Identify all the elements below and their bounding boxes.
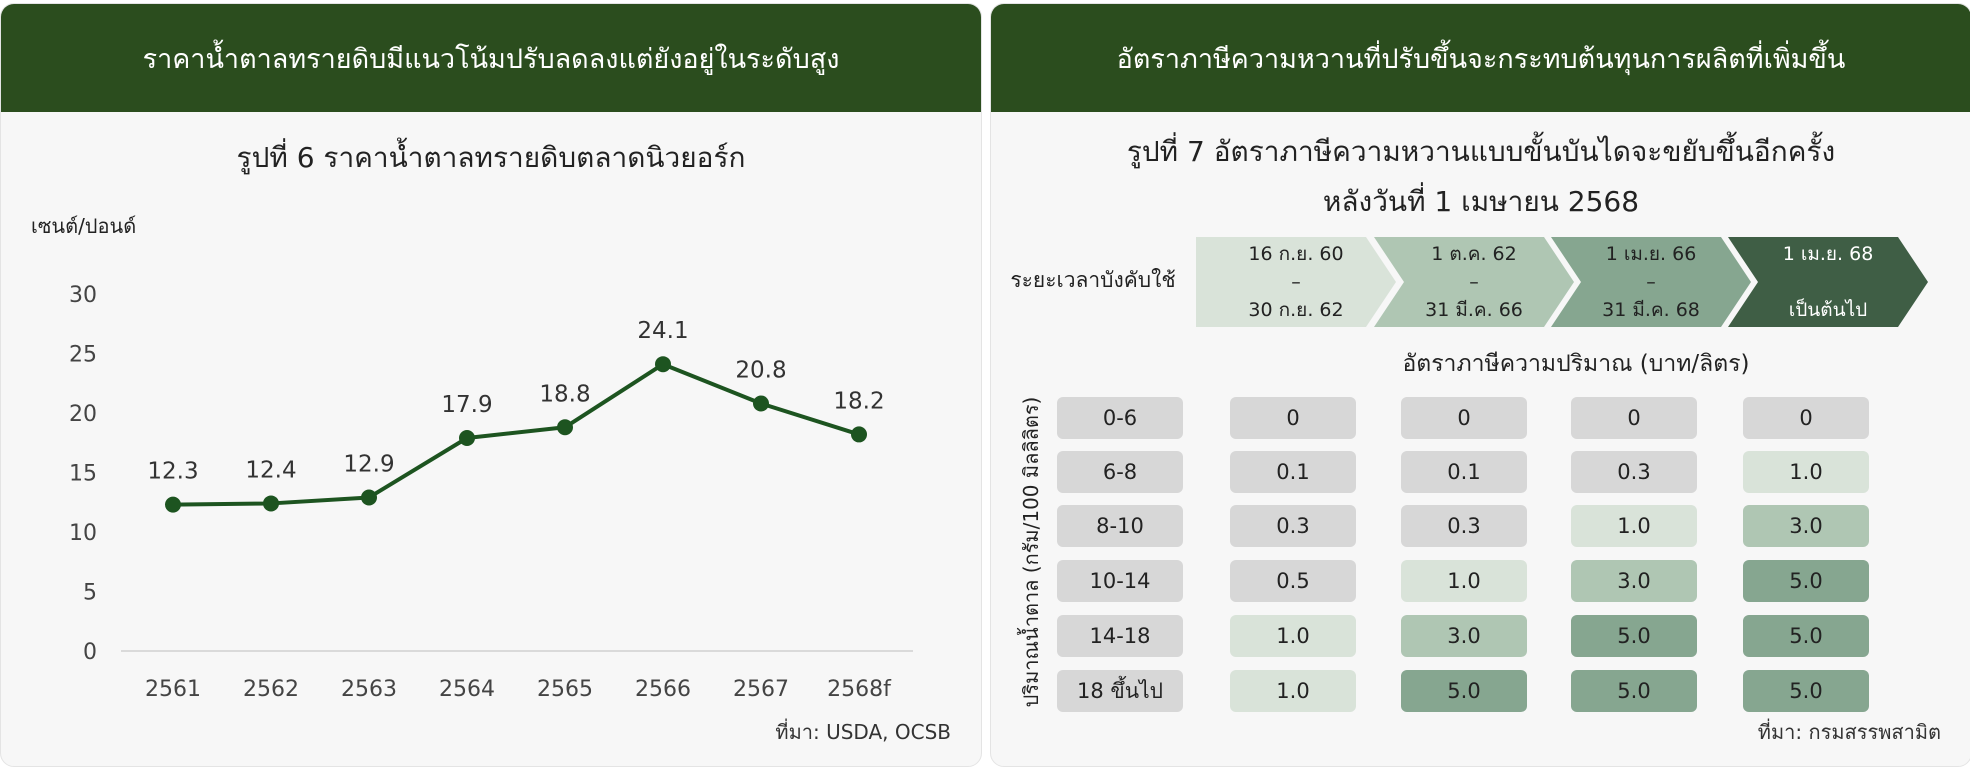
price-line: [172, 362, 860, 507]
period-from: 1 ต.ค. 62: [1431, 243, 1517, 265]
period-from: 16 ก.ย. 60: [1248, 243, 1344, 265]
sugar-range-cell: 10-14: [1057, 560, 1183, 602]
tax-rate-cell: 0.1: [1401, 451, 1527, 493]
left-source: ที่มา: USDA, OCSB: [775, 720, 951, 744]
tax-rate-cell: 1.0: [1571, 505, 1697, 547]
period-from: 1 เม.ย. 68: [1782, 243, 1874, 265]
tax-rate-cell: 5.0: [1743, 560, 1869, 602]
tax-rate-cell: 0: [1743, 397, 1869, 439]
sugar-range-cell: 6-8: [1057, 451, 1183, 493]
tax-rate-cell: 3.0: [1571, 560, 1697, 602]
y-tick-label: 0: [83, 640, 97, 665]
period-step-4: 1 เม.ย. 68 เป็นต้นไป: [1728, 237, 1928, 327]
tax-rate-cell: 3.0: [1743, 505, 1869, 547]
period-step-3: 1 เม.ย. 66 – 31 มี.ค. 68: [1551, 237, 1751, 327]
left-panel: ราคาน้ำตาลทรายดิบมีแนวโน้มปรับลดลงแต่ยัง…: [0, 3, 982, 767]
right-source: ที่มา: กรมสรรพสามิต: [1757, 720, 1941, 744]
x-tick-label: 2561: [145, 677, 201, 702]
data-point: [459, 429, 475, 446]
tax-rate-cell: 5.0: [1743, 670, 1869, 712]
tax-rate-cell: 0: [1401, 397, 1527, 439]
data-point: [557, 419, 573, 436]
row-axis-label: ปริมาณน้ำตาล (กรัม/100 มิลลิลิตร): [1019, 396, 1043, 708]
tax-rate-cell: 1.0: [1230, 670, 1356, 712]
tax-rate-cell: 3.0: [1401, 615, 1527, 657]
figure-7-title-line2: หลังวันที่ 1 เมษายน 2568: [1322, 185, 1640, 218]
period-step-1: 16 ก.ย. 60 – 30 ก.ย. 62: [1196, 237, 1396, 327]
period-dash: –: [1646, 271, 1656, 293]
tax-rate-cell: 5.0: [1743, 615, 1869, 657]
sugar-range-cell: 8-10: [1057, 505, 1183, 547]
tax-rate-cell: 5.0: [1401, 670, 1527, 712]
period-to: 31 มี.ค. 68: [1602, 299, 1700, 321]
x-tick-label: 2565: [537, 677, 593, 702]
tax-rate-cell: 0: [1230, 397, 1356, 439]
sugar-price-line-chart: 0 5 10 15 20 25 30 2561 2562 2563 2564 2565 2566 2567…: [69, 283, 913, 702]
tax-rate-cell: 1.0: [1401, 560, 1527, 602]
data-point: [165, 496, 181, 513]
data-label: 12.4: [245, 457, 296, 483]
y-axis-unit: เซนต์/ปอนด์: [31, 214, 137, 238]
tax-rate-cell: 1.0: [1230, 615, 1356, 657]
y-tick-label: 5: [83, 581, 97, 606]
data-label: 18.8: [539, 381, 590, 407]
y-tick-label: 10: [69, 521, 97, 546]
data-label: 18.2: [833, 388, 884, 414]
tax-rate-cell: 0.1: [1230, 451, 1356, 493]
x-tick-label: 2564: [439, 677, 495, 702]
data-label: 20.8: [735, 357, 786, 383]
right-header: อัตราภาษีความหวานที่ปรับขึ้นจะกระทบต้นทุ…: [991, 4, 1970, 112]
x-tick-label: 2568f: [827, 677, 892, 702]
tax-rate-cell: 5.0: [1571, 670, 1697, 712]
period-to: 30 ก.ย. 62: [1248, 299, 1344, 321]
x-tick-label: 2567: [733, 677, 789, 702]
left-header: ราคาน้ำตาลทรายดิบมีแนวโน้มปรับลดลงแต่ยัง…: [1, 4, 981, 112]
period-dash: –: [1291, 271, 1301, 293]
data-point: [753, 395, 769, 412]
data-label: 24.1: [637, 318, 688, 344]
x-tick-label: 2563: [341, 677, 397, 702]
right-panel: อัตราภาษีความหวานที่ปรับขึ้นจะกระทบต้นทุ…: [990, 3, 1970, 767]
sugar-range-cell: 0-6: [1057, 397, 1183, 439]
y-tick-label: 25: [69, 343, 97, 368]
sugar-range-cell: 14-18: [1057, 615, 1183, 657]
tax-rate-cell: 5.0: [1571, 615, 1697, 657]
data-point: [655, 356, 671, 373]
period-from: 1 เม.ย. 66: [1605, 243, 1697, 265]
period-dash: [1825, 268, 1831, 296]
rate-header: อัตราภาษีความปริมาณ (บาท/ลิตร): [1402, 351, 1750, 377]
figure-6-title: รูปที่ 6 ราคาน้ำตาลทรายดิบตลาดนิวยอร์ก: [236, 141, 746, 174]
data-point: [263, 495, 279, 512]
y-tick-label: 20: [69, 402, 97, 427]
period-label: ระยะเวลาบังคับใช้: [1010, 268, 1176, 292]
tax-rate-cell: 1.0: [1743, 451, 1869, 493]
data-label: 12.9: [343, 451, 394, 477]
tax-rate-cell: 0.3: [1401, 505, 1527, 547]
tax-rate-cell: 0: [1571, 397, 1697, 439]
period-to: 31 มี.ค. 66: [1425, 299, 1523, 321]
data-label: 12.3: [147, 459, 198, 485]
x-tick-label: 2566: [635, 677, 691, 702]
data-label: 17.9: [441, 392, 492, 418]
tax-rate-cell: 0.3: [1230, 505, 1356, 547]
period-to: เป็นต้นไป: [1788, 299, 1868, 321]
tax-rate-cell: 0.3: [1571, 451, 1697, 493]
period-step-2: 1 ต.ค. 62 – 31 มี.ค. 66: [1374, 237, 1574, 327]
tax-rate-cell: 0.5: [1230, 560, 1356, 602]
y-tick-label: 30: [69, 283, 97, 308]
figure-7-title-line1: รูปที่ 7 อัตราภาษีความหวานแบบขั้นบันไดจะ…: [1126, 135, 1836, 168]
period-dash: –: [1469, 271, 1479, 293]
y-tick-label: 15: [69, 462, 97, 487]
sugar-range-cell: 18 ขึ้นไป: [1057, 670, 1183, 712]
data-point: [851, 426, 867, 443]
x-tick-label: 2562: [243, 677, 299, 702]
data-point: [361, 489, 377, 506]
